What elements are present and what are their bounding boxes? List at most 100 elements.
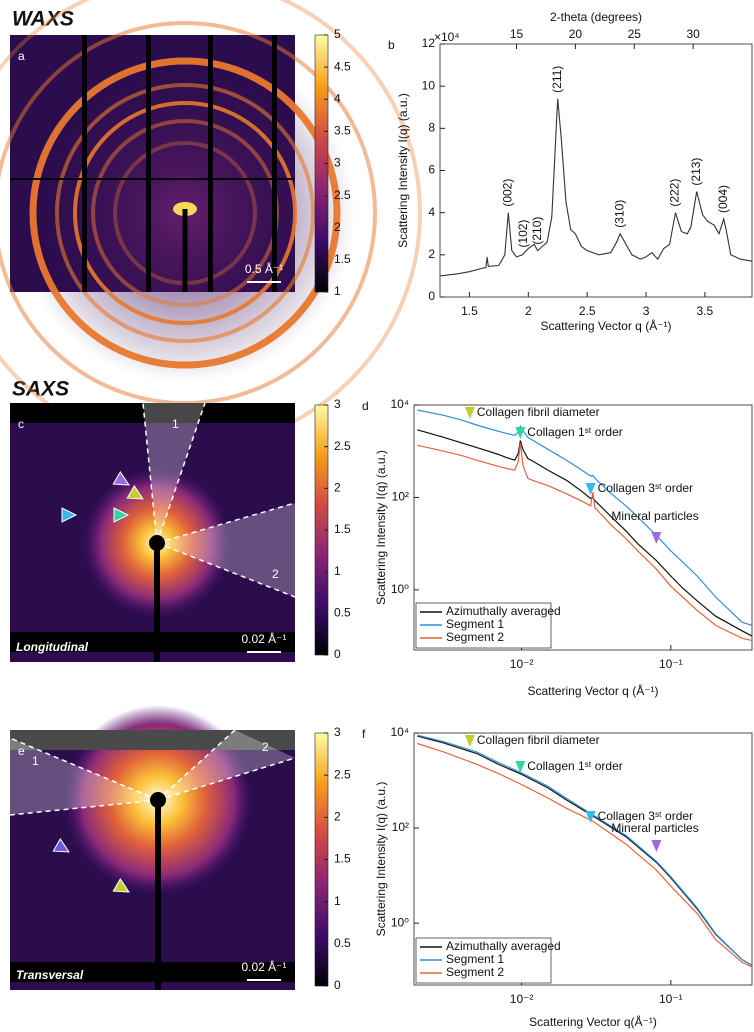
x-tick-label: 3.5 bbox=[697, 304, 714, 318]
colorbar: 00.511.522.53 bbox=[315, 725, 351, 992]
data-line bbox=[417, 410, 752, 625]
page: { "figure": {"section_titles": ["WAXS", … bbox=[0, 0, 754, 1032]
segment-label: 1 bbox=[172, 417, 179, 431]
annotation-marker bbox=[651, 532, 661, 544]
y-tick-label: 10⁰ bbox=[391, 582, 409, 596]
beamstop bbox=[154, 543, 160, 662]
colorbar-tick-label: 1.5 bbox=[334, 852, 351, 866]
x-axis-label: Scattering Vector q (Å⁻¹) bbox=[527, 683, 658, 698]
y-tick-label: 8 bbox=[428, 121, 435, 135]
colorbar-tick-label: 2 bbox=[334, 481, 341, 495]
annotation-label: Collagen fibril diameter bbox=[477, 733, 600, 747]
colorbar-tick-label: 3.5 bbox=[334, 124, 351, 138]
panel-label: e bbox=[18, 744, 25, 758]
colorbar-tick-label: 0 bbox=[334, 978, 341, 992]
colorbar-tick-label: 4 bbox=[334, 91, 341, 105]
colorbar-tick-label: 0 bbox=[334, 647, 341, 661]
peak-label: (002) bbox=[500, 179, 514, 207]
colorbar-tick-label: 3 bbox=[334, 725, 341, 739]
colorbar-tick-label: 1 bbox=[334, 284, 341, 298]
annotation-marker bbox=[465, 735, 475, 747]
beamstop bbox=[155, 800, 161, 990]
panel-label: a bbox=[18, 49, 25, 63]
legend-label: Segment 2 bbox=[446, 630, 504, 644]
x2-tick-label: 20 bbox=[569, 27, 583, 41]
colorbar-tick-label: 0.5 bbox=[334, 606, 351, 620]
annotation-label: Collagen 3ˢᵗ order bbox=[598, 481, 693, 495]
colorbar-tick-label: 5 bbox=[334, 27, 341, 41]
colorbar-tick-label: 0.5 bbox=[334, 936, 351, 950]
x-axis-label: Scattering Vector q (Å⁻¹) bbox=[540, 318, 671, 333]
x-tick-label: 10⁻¹ bbox=[659, 992, 683, 1006]
orientation-label: Transversal bbox=[16, 968, 84, 982]
legend: Azimuthally averagedSegment 1Segment 2 bbox=[416, 938, 561, 983]
colorbar-tick-label: 2.5 bbox=[334, 767, 351, 781]
colorbar-tick-label: 1 bbox=[334, 564, 341, 578]
colorbar-tick-label: 2.5 bbox=[334, 188, 351, 202]
annotation-marker bbox=[651, 840, 661, 852]
y-tick-label: 2 bbox=[428, 247, 435, 261]
detector-gap bbox=[82, 35, 87, 292]
panel-label: b bbox=[388, 38, 395, 52]
peak-label: (004) bbox=[716, 185, 730, 213]
colorbar: 00.511.522.53 bbox=[315, 397, 351, 661]
annotation-label: Mineral particles bbox=[611, 821, 698, 835]
detector-gap bbox=[272, 35, 277, 292]
legend-label: Segment 1 bbox=[446, 952, 504, 966]
segment-label: 2 bbox=[262, 740, 269, 754]
x2-tick-label: 15 bbox=[510, 27, 524, 41]
y-tick-label: 10⁰ bbox=[391, 915, 409, 929]
segment-label: 2 bbox=[272, 567, 279, 581]
x-tick-label: 10⁻¹ bbox=[659, 657, 683, 671]
y-tick-label: 10⁴ bbox=[390, 725, 409, 739]
legend-label: Segment 2 bbox=[446, 965, 504, 979]
panel-label: c bbox=[18, 417, 24, 431]
peak-label: (211) bbox=[550, 66, 564, 93]
y-tick-label: 10² bbox=[392, 490, 409, 504]
colorbar-tick-label: 1 bbox=[334, 894, 341, 908]
y-axis-label: Scattering Intensity I(q) (a.u.) bbox=[374, 450, 388, 605]
x-tick-label: 1.5 bbox=[461, 304, 478, 318]
y-tick-label: 4 bbox=[428, 205, 435, 219]
annotation-marker bbox=[465, 407, 475, 419]
x-tick-label: 10⁻² bbox=[510, 992, 534, 1006]
panel-label: f bbox=[362, 727, 366, 741]
y-tick-label: 10⁴ bbox=[390, 397, 409, 411]
detector-gap bbox=[208, 35, 213, 292]
colorbar-tick-label: 1.5 bbox=[334, 522, 351, 536]
annotation-label: Collagen 1ˢᵗ order bbox=[527, 425, 622, 439]
annotation-label: Collagen fibril diameter bbox=[477, 405, 600, 419]
y-multiplier: ×10⁴ bbox=[434, 30, 460, 44]
series-group bbox=[440, 99, 752, 276]
x2-axis-label: 2-theta (degrees) bbox=[550, 10, 642, 24]
x2-tick-label: 30 bbox=[686, 27, 700, 41]
y-tick-label: 10² bbox=[392, 820, 409, 834]
y-axis-label: Scattering Intensity I(q) (a.u.) bbox=[396, 93, 410, 248]
y-tick-label: 0 bbox=[428, 289, 435, 303]
peak-label: (222) bbox=[668, 179, 682, 207]
orientation-label: Longitudinal bbox=[16, 640, 89, 654]
legend-label: Segment 1 bbox=[446, 617, 504, 631]
x-tick-label: 2.5 bbox=[579, 304, 596, 318]
y-axis-label: Scattering Intensity I(q) (a.u.) bbox=[374, 782, 388, 937]
figure: WAXS SAXS a0.5 Å⁻¹11.522.533.544.5502468… bbox=[0, 0, 754, 1032]
segment-label: 1 bbox=[32, 754, 39, 768]
beamstop bbox=[183, 209, 188, 292]
legend-label: Azimuthally averaged bbox=[446, 604, 561, 618]
detector-gap bbox=[10, 178, 295, 180]
data-line bbox=[440, 99, 752, 276]
colorbar-tick-label: 3 bbox=[334, 156, 341, 170]
peak-label: (213) bbox=[689, 158, 703, 186]
annotation-label: Mineral particles bbox=[611, 509, 698, 523]
x-tick-label: 3 bbox=[643, 304, 650, 318]
panel-label: d bbox=[362, 399, 369, 413]
peak-label: (102) bbox=[516, 220, 530, 248]
y-tick-label: 6 bbox=[428, 163, 435, 177]
annotation-label: Collagen 1ˢᵗ order bbox=[527, 759, 622, 773]
peak-label: (210) bbox=[530, 217, 544, 245]
y-tick-label: 10 bbox=[422, 78, 436, 92]
detector-gap bbox=[146, 35, 151, 292]
